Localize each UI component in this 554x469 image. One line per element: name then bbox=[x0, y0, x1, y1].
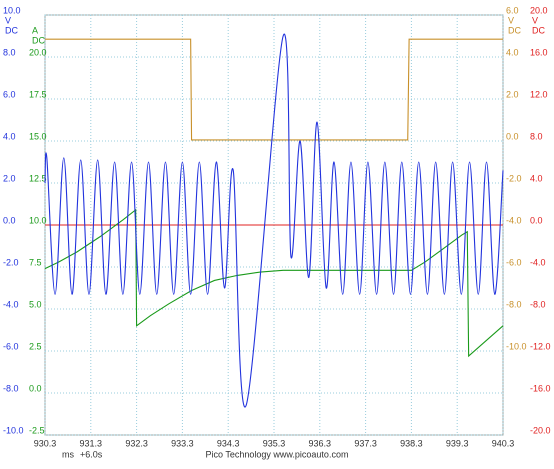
y-tick-label: -8.0 bbox=[3, 383, 19, 393]
x-tick-label: 935.3 bbox=[263, 438, 286, 448]
x-tick-label: 936.3 bbox=[309, 438, 332, 448]
y-tick-label: 0.0 bbox=[29, 383, 42, 393]
y-tick-label: 7.5 bbox=[29, 257, 42, 267]
y-tick-label: 5.0 bbox=[29, 299, 42, 309]
y-tick-label: 0.0 bbox=[530, 215, 543, 225]
axis-unit: DC bbox=[32, 35, 45, 45]
x-tick-label: 933.3 bbox=[171, 438, 194, 448]
y-tick-label: -6.0 bbox=[3, 341, 19, 351]
y-tick-label: -20.0 bbox=[530, 425, 551, 435]
x-tick-label: 938.3 bbox=[400, 438, 423, 448]
y-tick-label: 6.0 bbox=[506, 5, 519, 15]
x-tick-label: 931.3 bbox=[80, 438, 103, 448]
axis-unit: DC bbox=[532, 25, 545, 35]
y-tick-label: -4.0 bbox=[3, 299, 19, 309]
axis-unit: V bbox=[5, 15, 11, 25]
y-tick-label: 0.0 bbox=[3, 215, 16, 225]
y-tick-label: 6.0 bbox=[3, 89, 16, 99]
y-tick-label: 12.0 bbox=[530, 89, 548, 99]
trace bbox=[44, 33, 504, 408]
y-tick-label: 20.0 bbox=[29, 47, 47, 57]
x-tick-label: 930.3 bbox=[34, 438, 57, 448]
y-tick-label: 2.5 bbox=[29, 341, 42, 351]
x-tick-label: 934.3 bbox=[217, 438, 240, 448]
y-tick-label: -8.0 bbox=[506, 299, 522, 309]
y-tick-label: 20.0 bbox=[530, 5, 548, 15]
axis-unit: V bbox=[508, 15, 514, 25]
y-tick-label: 4.0 bbox=[506, 47, 519, 57]
x-tick-label: 940.3 bbox=[492, 438, 515, 448]
y-tick-label: -2.5 bbox=[29, 425, 45, 435]
x-offset: +6.0s bbox=[80, 449, 103, 459]
y-tick-label: 8.0 bbox=[3, 47, 16, 57]
x-tick-label: 932.3 bbox=[125, 438, 148, 448]
axis-unit: DC bbox=[5, 25, 18, 35]
y-tick-label: -6.0 bbox=[506, 257, 522, 267]
y-tick-label: 8.0 bbox=[530, 131, 543, 141]
footer: Pico Technology www.picoauto.com bbox=[206, 449, 349, 459]
axis-unit: DC bbox=[508, 25, 521, 35]
y-tick-label: 17.5 bbox=[29, 89, 47, 99]
y-tick-label: 10.0 bbox=[29, 215, 47, 225]
y-tick-label: -12.0 bbox=[530, 341, 551, 351]
x-tick-label: 939.3 bbox=[446, 438, 469, 448]
y-tick-label: 4.0 bbox=[3, 131, 16, 141]
y-tick-label: -10.0 bbox=[3, 425, 24, 435]
y-tick-label: -4.0 bbox=[530, 257, 546, 267]
y-tick-label: 10.0 bbox=[3, 5, 21, 15]
y-tick-label: -16.0 bbox=[530, 383, 551, 393]
y-tick-label: 2.0 bbox=[506, 89, 519, 99]
x-unit: ms bbox=[62, 449, 74, 459]
y-tick-label: -2.0 bbox=[506, 173, 522, 183]
y-tick-label: -8.0 bbox=[530, 299, 546, 309]
y-tick-label: 15.0 bbox=[29, 131, 47, 141]
y-tick-label: -2.0 bbox=[3, 257, 19, 267]
y-tick-label: 16.0 bbox=[530, 47, 548, 57]
y-tick-label: 4.0 bbox=[530, 173, 543, 183]
axis-unit: A bbox=[32, 25, 38, 35]
y-tick-label: 12.5 bbox=[29, 173, 47, 183]
axis-unit: V bbox=[532, 15, 538, 25]
y-tick-label: -10.0 bbox=[506, 341, 527, 351]
x-tick-label: 937.3 bbox=[354, 438, 377, 448]
y-tick-label: -4.0 bbox=[506, 215, 522, 225]
y-tick-label: 2.0 bbox=[3, 173, 16, 183]
y-tick-label: 0.0 bbox=[506, 131, 519, 141]
trace bbox=[45, 38, 503, 141]
